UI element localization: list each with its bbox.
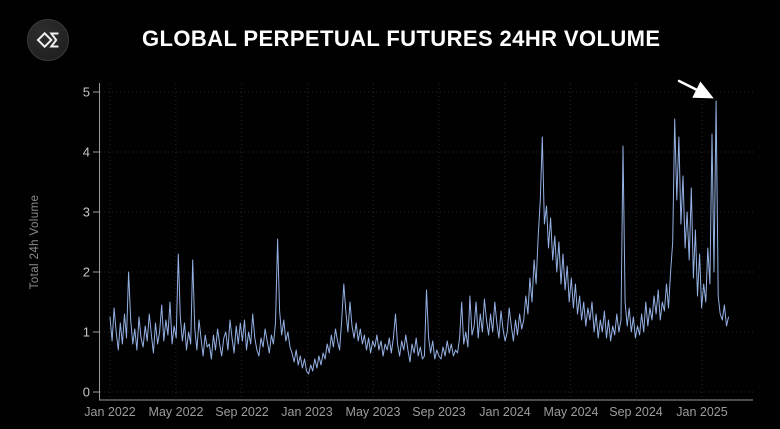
y-tick-label-1: 1 bbox=[83, 325, 90, 340]
y-tick-marks bbox=[93, 91, 99, 393]
x-tick-label-2: Sep 2022 bbox=[215, 405, 269, 419]
x-tick-label-7: May 2024 bbox=[544, 405, 599, 419]
x-tick-label-4: May 2023 bbox=[346, 405, 401, 419]
x-tick-label-5: Sep 2023 bbox=[412, 405, 466, 419]
x-tick-label-3: Jan 2023 bbox=[281, 405, 332, 419]
x-tick-label-1: May 2022 bbox=[149, 405, 204, 419]
y-tick-label-5: 5 bbox=[83, 85, 90, 100]
x-tick-label-6: Jan 2024 bbox=[479, 405, 530, 419]
series-line bbox=[109, 100, 729, 375]
x-tick-label-8: Sep 2024 bbox=[609, 405, 663, 419]
diamond-sigma-icon bbox=[36, 31, 59, 49]
page-title: GLOBAL PERPETUAL FUTURES 24HR VOLUME bbox=[142, 26, 661, 51]
brand-logo bbox=[27, 19, 69, 61]
x-axis-tick-labels: Jan 2022 May 2022 Sep 2022 Jan 2023 May … bbox=[84, 405, 727, 419]
y-axis-tick-labels: 0 1 2 3 4 5 bbox=[83, 85, 90, 400]
y-axis-title: Total 24h Volume bbox=[29, 195, 41, 290]
y-tick-label-0: 0 bbox=[83, 385, 90, 400]
grid-layer bbox=[100, 84, 753, 399]
x-tick-label-0: Jan 2022 bbox=[84, 405, 135, 419]
y-tick-label-4: 4 bbox=[83, 145, 90, 160]
annotation-arrow-icon bbox=[677, 79, 714, 99]
x-tick-label-9: Jan 2025 bbox=[676, 405, 727, 419]
y-tick-label-2: 2 bbox=[83, 265, 90, 280]
y-tick-label-3: 3 bbox=[83, 205, 90, 220]
